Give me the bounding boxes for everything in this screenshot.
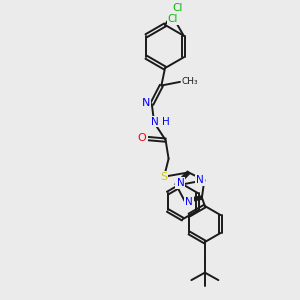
Text: Cl: Cl bbox=[172, 3, 182, 13]
Text: CH₃: CH₃ bbox=[182, 77, 198, 86]
Text: S: S bbox=[160, 172, 167, 182]
Text: N: N bbox=[177, 178, 184, 188]
Text: N: N bbox=[142, 98, 150, 108]
Text: N: N bbox=[185, 197, 193, 207]
Text: Cl: Cl bbox=[168, 14, 178, 24]
Text: O: O bbox=[138, 133, 147, 143]
Text: N: N bbox=[196, 175, 204, 185]
Text: N H: N H bbox=[152, 116, 170, 127]
